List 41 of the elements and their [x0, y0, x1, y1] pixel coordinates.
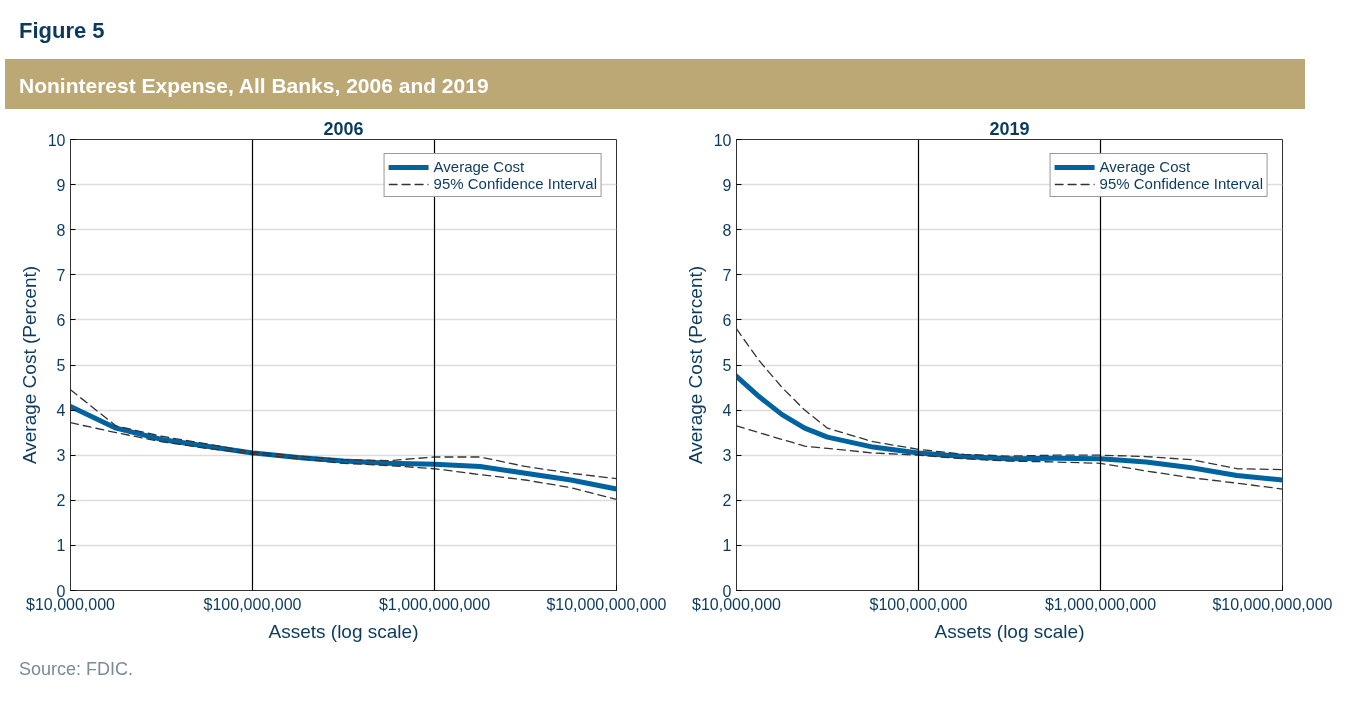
y-tick-label: 5: [722, 357, 732, 374]
y-tick-label: 9: [56, 176, 66, 194]
chart-title: 2019: [989, 118, 1030, 139]
y-tick-label: 4: [56, 402, 66, 420]
legend-label: Average Cost: [433, 158, 525, 175]
y-axis-title: Average Cost (Percent): [18, 265, 40, 465]
y-tick-label: 2: [56, 492, 66, 510]
text: Noninterest Expense, All Banks, 2006 and 2019: [19, 73, 489, 99]
y-tick-label: 2: [722, 492, 732, 510]
x-tick-label: $10,000,000,000: [546, 595, 667, 613]
x-tick-label: $10,000,000: [692, 595, 782, 613]
y-tick-label: 3: [56, 447, 66, 465]
y-tick-label: 8: [56, 221, 66, 239]
source-note: Source: FDIC.: [19, 658, 134, 681]
y-tick-label: 5: [56, 357, 66, 374]
x-tick-label: $100,000,000: [869, 595, 968, 613]
caption: Figure 5: [19, 17, 105, 45]
x-tick-label: $10,000,000,000: [1212, 595, 1333, 613]
y-tick-label: 8: [722, 221, 732, 239]
y-tick-label: 6: [56, 311, 66, 329]
y-tick-label: 10: [47, 131, 66, 149]
x-tick-label: $1,000,000,000: [378, 595, 491, 613]
y-tick-label: 1: [722, 537, 732, 555]
y-tick-label: 10: [713, 131, 732, 149]
x-tick-label: $10,000,000: [26, 595, 116, 613]
x-axis-title: Assets (log scale): [268, 620, 419, 642]
y-tick-label: 3: [722, 447, 732, 465]
y-tick-label: 9: [722, 176, 732, 194]
y-tick-label: 4: [722, 402, 732, 420]
y-tick-label: 7: [722, 266, 732, 284]
chart-title: 2006: [323, 118, 364, 139]
legend-label: 95% Confidence Interval: [433, 175, 597, 192]
x-tick-label: $1,000,000,000: [1044, 595, 1157, 613]
y-tick-label: 7: [56, 266, 66, 284]
y-axis-title: Average Cost (Percent): [684, 265, 706, 465]
y-tick-label: 6: [722, 311, 732, 329]
legend-label: Average Cost: [1099, 158, 1191, 175]
y-tick-label: 1: [56, 537, 66, 555]
legend-label: 95% Confidence Interval: [1099, 175, 1263, 192]
x-axis-title: Assets (log scale): [934, 620, 1085, 642]
x-tick-label: $100,000,000: [203, 595, 302, 613]
